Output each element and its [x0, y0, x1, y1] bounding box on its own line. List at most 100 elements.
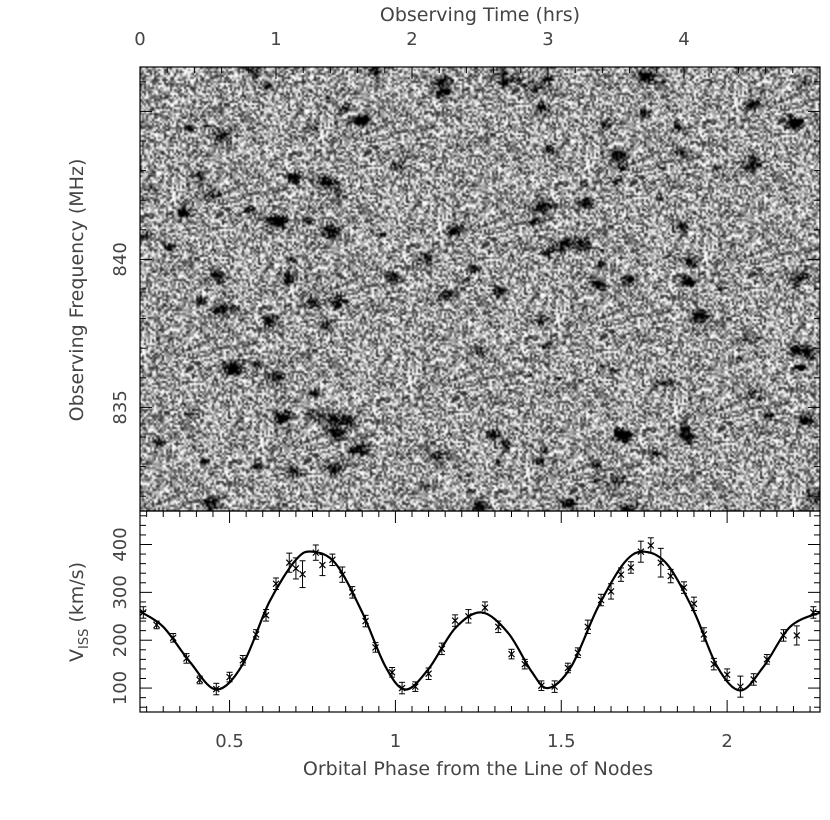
fit-curve [139, 550, 821, 692]
x-marker [196, 676, 204, 684]
data-point [793, 625, 801, 646]
data-point [710, 657, 718, 671]
data-point [292, 557, 300, 580]
data-point [348, 586, 356, 599]
phase-tick-label: 0.5 [215, 731, 244, 752]
time-tick-label: 0 [134, 29, 145, 50]
x-marker [574, 649, 582, 657]
data-point [508, 648, 515, 660]
x-marker [212, 685, 220, 693]
data-point [362, 614, 369, 628]
data-point [411, 681, 419, 692]
data-point [285, 552, 293, 573]
data-point [425, 667, 433, 680]
viss-tick-label: 200 [110, 623, 131, 657]
data-point [551, 680, 559, 693]
x-marker [700, 631, 708, 638]
viss-tick-label: 300 [110, 575, 131, 609]
viss-axis-title-main: V [66, 649, 88, 662]
x-marker [411, 683, 419, 691]
data-point [597, 593, 605, 607]
dynamic-spectrum-image [140, 67, 820, 511]
viss-data-points [139, 537, 817, 698]
viss-tick-labels: 100 200 300 400 [110, 527, 131, 705]
x-marker [809, 609, 817, 616]
x-marker [637, 548, 645, 556]
data-point [700, 627, 708, 642]
phase-tick-label: 2 [721, 731, 732, 752]
data-point [723, 668, 731, 681]
x-marker [521, 660, 529, 668]
x-marker [551, 683, 559, 691]
x-marker [169, 634, 177, 642]
phase-axis-title: Orbital Phase from the Line of Nodes [303, 758, 653, 780]
data-point [451, 614, 459, 627]
x-marker [425, 670, 433, 678]
dynamic-spectrum-ticks [139, 67, 821, 497]
data-point [328, 553, 336, 567]
data-point [657, 547, 665, 578]
data-point [212, 682, 220, 696]
data-point [667, 568, 675, 584]
time-tick-label: 3 [542, 29, 553, 50]
data-point [464, 609, 472, 624]
data-point [780, 629, 787, 642]
x-marker [617, 571, 625, 579]
data-point [196, 675, 204, 685]
data-point [690, 596, 698, 612]
x-marker [388, 668, 396, 676]
time-tick-label: 1 [270, 29, 281, 50]
data-point [584, 619, 592, 635]
x-marker [372, 643, 379, 651]
data-point [537, 680, 545, 691]
x-marker [272, 580, 280, 588]
time-axis-title: Observing Time (hrs) [380, 4, 580, 26]
x-marker [710, 660, 718, 668]
data-point [312, 544, 320, 561]
viss-axis-title-sub: ISS [77, 629, 92, 649]
x-marker [780, 632, 787, 639]
data-point [183, 653, 190, 664]
data-point [398, 681, 406, 695]
data-point [607, 583, 615, 600]
x-marker [153, 621, 161, 629]
viss-axis-title-unit: (km/s) [66, 562, 88, 623]
x-marker [607, 587, 615, 595]
data-point [252, 629, 260, 640]
x-marker [239, 656, 247, 664]
x-marker [537, 682, 545, 690]
frequency-tick-label: 835 [110, 390, 131, 424]
phase-tick-label: 1 [390, 731, 401, 752]
x-marker [464, 612, 472, 620]
data-point [750, 673, 758, 686]
data-point [809, 606, 817, 619]
x-marker [793, 632, 801, 639]
frequency-tick-labels: 835 840 [110, 242, 131, 424]
data-point [153, 620, 161, 630]
x-marker [299, 570, 306, 578]
frequency-tick-label: 840 [110, 242, 131, 276]
x-marker [139, 609, 147, 616]
x-marker [647, 542, 655, 549]
x-marker [312, 549, 320, 557]
x-marker [736, 683, 744, 691]
x-marker [657, 559, 665, 567]
phase-tick-label: 1.5 [547, 731, 576, 752]
data-point [521, 658, 529, 670]
data-point [647, 537, 655, 554]
x-marker [338, 571, 346, 579]
x-marker [226, 673, 233, 681]
x-marker [451, 617, 459, 625]
time-tick-label: 4 [678, 29, 689, 50]
x-marker [183, 654, 190, 662]
x-marker [597, 596, 605, 604]
data-point [736, 675, 744, 698]
x-marker [763, 655, 771, 663]
x-marker [398, 684, 406, 692]
data-point [763, 654, 771, 665]
data-point [481, 601, 489, 614]
data-point [627, 561, 635, 574]
viss-ticks [140, 511, 820, 712]
data-point [139, 606, 147, 619]
